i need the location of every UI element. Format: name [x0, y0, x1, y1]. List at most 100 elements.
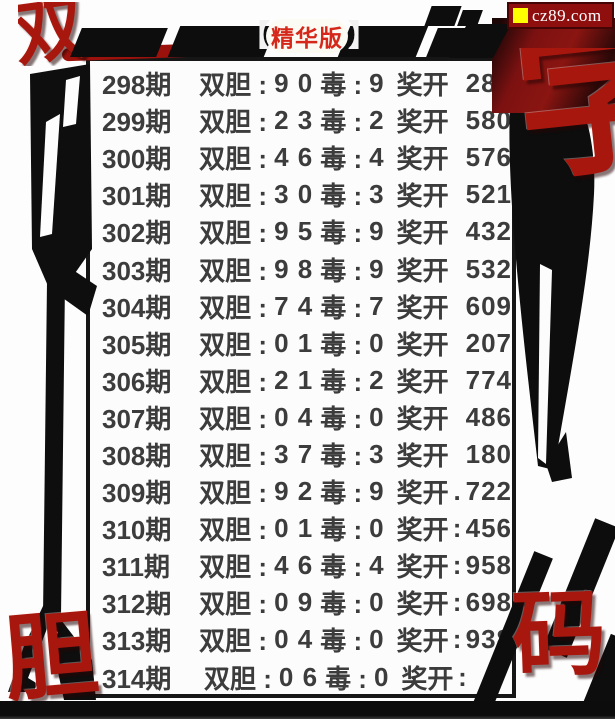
yellow-square-icon	[513, 8, 528, 23]
du-value: 3	[369, 179, 384, 210]
dan-value: 9 2	[274, 476, 314, 507]
result-value: 486	[465, 401, 512, 432]
dan-value: 0 9	[274, 587, 314, 618]
draw-result-label: 奖开	[396, 218, 449, 249]
dan-label: 双胆 :	[199, 181, 268, 212]
dan-value: 0 1	[274, 327, 314, 358]
du-label: 毒 :	[320, 403, 363, 434]
table-row: 303期 双胆 : 9 8 毒 : 9 奖开 532	[102, 250, 512, 287]
result-separator: :	[452, 513, 462, 544]
period-cell: 306期	[102, 366, 172, 397]
du-value: 7	[369, 290, 384, 321]
table-row: 306期 双胆 : 2 1 毒 : 2 奖开 774	[102, 362, 512, 399]
du-value: 2	[369, 364, 384, 395]
result-value: 576	[465, 142, 512, 173]
bottom-right-red-character: 码	[510, 580, 608, 689]
dan-label: 双胆 :	[199, 366, 268, 397]
table-row: 308期 双胆 : 3 7 毒 : 3 奖开 180	[102, 436, 512, 473]
edition-title-pill: 精华版	[266, 19, 348, 53]
draw-result-label: 奖开	[396, 144, 449, 175]
table-row: 304期 双胆 : 7 4 毒 : 7 奖开 609	[102, 288, 512, 325]
draw-result-label: 奖开	[396, 292, 449, 323]
table-row: 309期 双胆 : 9 2 毒 : 9 奖开 . 722	[102, 473, 512, 510]
du-value: 0	[369, 624, 384, 655]
du-value: 0	[369, 401, 384, 432]
du-label: 毒 :	[320, 440, 363, 471]
du-value: 4	[369, 550, 384, 581]
du-label: 毒 :	[320, 366, 363, 397]
draw-result-label: 奖开	[396, 515, 449, 546]
draw-result-label: 奖开	[396, 255, 449, 286]
draw-result-label: 奖开	[401, 663, 454, 694]
table-row: 310期 双胆 : 0 1 毒 : 0 奖开 : 456	[102, 510, 512, 547]
result-value: 774	[465, 364, 512, 395]
bottom-black-bar	[0, 701, 615, 719]
du-label: 毒 :	[320, 255, 363, 286]
du-label: 毒 :	[320, 515, 363, 546]
du-label: 毒 :	[320, 589, 363, 620]
du-value: 0	[373, 661, 389, 692]
period-cell: 301期	[102, 181, 172, 212]
table-row: 305期 双胆 : 0 1 毒 : 0 奖开 207	[102, 325, 512, 362]
du-label: 毒 :	[320, 329, 363, 360]
period-cell: 309期	[102, 478, 172, 509]
table-row: 314期 双胆 : 0 6 毒 : 0 奖开 :	[102, 659, 512, 696]
dan-value: 0 6	[278, 661, 319, 692]
du-label: 毒 :	[320, 218, 363, 249]
period-cell: 313期	[102, 626, 172, 657]
du-value: 4	[369, 142, 384, 173]
draw-result-label: 奖开	[396, 181, 449, 212]
period-cell: 314期	[102, 663, 172, 694]
table-row: 301期 双胆 : 3 0 毒 : 3 奖开 521	[102, 176, 512, 213]
period-cell: 311期	[102, 552, 170, 583]
draw-result-label: 奖开	[396, 626, 449, 657]
period-cell: 298期	[102, 70, 172, 101]
result-separator: :	[458, 661, 467, 692]
result-value: 532	[465, 253, 512, 284]
banner-right-bracket: 】	[348, 20, 378, 53]
du-value: 0	[369, 327, 384, 358]
dan-label: 双胆 :	[199, 144, 268, 175]
result-separator: :	[452, 550, 462, 581]
dan-value: 4 6	[274, 142, 314, 173]
dan-label: 双胆 :	[199, 218, 268, 249]
table-row: 298期 双胆 : 9 0 毒 : 9 奖开 285	[102, 65, 512, 102]
result-value: 432	[465, 216, 512, 247]
table-row: 307期 双胆 : 0 4 毒 : 0 奖开 486	[102, 399, 512, 436]
dan-label: 双胆 :	[199, 292, 268, 323]
watermark-site-label: cz89.com	[532, 6, 602, 25]
dan-label: 双胆 :	[199, 478, 268, 509]
period-cell: 308期	[102, 440, 172, 471]
du-value: 0	[369, 587, 384, 618]
period-cell: 302期	[102, 218, 172, 249]
watermark-badge: cz89.com	[507, 2, 614, 29]
banner-left-bracket: 【	[240, 20, 270, 53]
dan-label: 双胆 :	[199, 589, 268, 620]
draw-result-label: 奖开	[396, 403, 449, 434]
du-label: 毒 :	[320, 107, 363, 138]
dan-value: 9 0	[274, 68, 314, 99]
period-cell: 310期	[102, 515, 172, 546]
result-value: 207	[465, 327, 512, 358]
du-value: 0	[369, 513, 384, 544]
du-label: 毒 :	[320, 70, 363, 101]
du-label: 毒 :	[325, 663, 367, 694]
period-cell: 300期	[102, 144, 172, 175]
du-value: 2	[369, 105, 384, 136]
result-separator: :	[452, 624, 462, 655]
period-cell: 307期	[102, 403, 172, 434]
dan-value: 2 1	[274, 364, 314, 395]
result-value: 180	[465, 438, 512, 469]
dan-label: 双胆 :	[199, 515, 268, 546]
dan-value: 0 1	[274, 513, 314, 544]
draw-result-label: 奖开	[396, 589, 449, 620]
dan-value: 9 8	[274, 253, 314, 284]
result-value: 698	[465, 587, 512, 618]
dan-label: 双胆 :	[204, 663, 272, 694]
dan-label: 双胆 :	[199, 255, 268, 286]
result-separator: .	[453, 476, 461, 507]
banner-black-segment	[70, 28, 168, 57]
result-value: 609	[465, 290, 512, 321]
dan-label: 双胆 :	[199, 440, 268, 471]
